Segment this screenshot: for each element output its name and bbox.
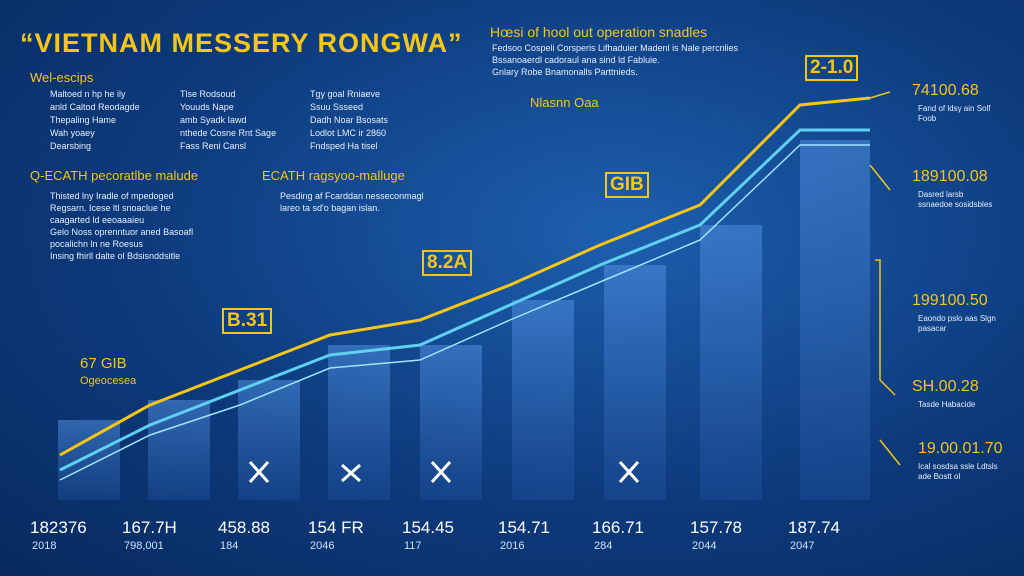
note-text: Dasred larsb ssnaedoe sosidsbles [918, 190, 993, 209]
x-label-sub: 2047 [790, 540, 815, 552]
x-label: 458.88 [218, 518, 270, 537]
note-value: 199100.50 [912, 292, 988, 309]
legend-item: anld Caltod Reodagde [50, 102, 140, 112]
x-label-sub: 2016 [500, 540, 525, 552]
legend-item: Fass Reni Cansl [180, 141, 247, 151]
x-label: 187.74 [788, 518, 840, 537]
note-text: Tasde Habacide [918, 400, 976, 409]
x-label-sub: 798,001 [124, 540, 164, 552]
legend-item: Tlse Rodsoud [180, 89, 236, 99]
x-label: 154.45 [402, 518, 454, 537]
legend-item: Dearsbing [50, 141, 92, 151]
x-label: 182376 [30, 518, 87, 537]
x-label-sub: 117 [404, 540, 422, 552]
text-line: Fedsoo Cospeli Corsperis Lifhaduier Made… [492, 43, 739, 53]
x-label: 167.7H [122, 518, 177, 537]
x-label-sub: 2046 [310, 540, 335, 552]
lines [59, 96, 871, 481]
x-label-sub: 284 [594, 540, 613, 552]
text-line: Thisted lny Iradle of mpedoged [50, 191, 174, 201]
text-line: Regsarn. Icese ltl snoaclue he [50, 203, 171, 213]
legend-item: amb Syadk Iawd [180, 115, 247, 125]
text-line: Pesding af Fcarddan nesseconmagl [280, 191, 424, 201]
x-label-sub: 2044 [692, 540, 717, 552]
note-value: 74100.68 [912, 82, 979, 99]
x-label-sub: 2018 [32, 540, 57, 552]
side-label-sub: Ogeocesea [80, 375, 137, 387]
legend-item: Lodlot LMC ir 2860 [310, 128, 387, 138]
legend-item: Thepaling Hame [50, 115, 117, 125]
legend-heading: Wel-escips [30, 70, 94, 85]
note-value: 19.00.01.70 [918, 440, 1003, 457]
text-line: Gelo Noss oprenntuor aned Basoafl [50, 227, 194, 237]
icons [248, 460, 640, 484]
header-tag: Nlasnn Oaa [530, 95, 599, 110]
note-text: Ical sosdsa ssle Ldtsls ade Bostt ol [918, 462, 998, 481]
section-heading: Q-ECATH pecoratlbe malude [30, 168, 199, 183]
x-label: 154 FR [308, 518, 364, 537]
connectors [869, 91, 901, 466]
callout: B.31 [222, 308, 273, 334]
legend-item: Ssuu Ssseed [310, 102, 364, 112]
title: “VIETNAM MESSERY RONGWA” [20, 28, 463, 58]
bars [58, 140, 870, 500]
section-heading: ECATH ragsyoo-malluge [262, 168, 405, 183]
callout: 2-1.0 [805, 55, 859, 81]
side-label: 67 GIB [80, 355, 127, 372]
legend-item: Tgy goal Rniaeve [310, 89, 381, 99]
legend-item: Maltoed n hp he ily [50, 89, 126, 99]
text-line: Bssanoaerdl cadoraul ana sind ld Fabluie… [492, 55, 660, 65]
note-text: Fand of ldsy ain Solf Foob [918, 104, 991, 123]
section-lines: Pesding af Fcarddan nesseconmagl lareo ta… [280, 190, 424, 214]
header-title: Hœsi of hool out operation snadles [490, 24, 708, 40]
text-line: caagarted ld eeoaaaieu [50, 215, 145, 225]
callout: 8.2A [422, 250, 473, 276]
text-line: lareo ta sd'o bagan islan. [280, 203, 380, 213]
x-label: 157.78 [690, 518, 742, 537]
legend-item: Fndsped Ha tisel [310, 141, 378, 151]
note-value: 189100.08 [912, 168, 988, 185]
x-label: 166.71 [592, 518, 644, 537]
section-lines: Thisted lny Iradle of mpedoged Regsarn. I… [50, 190, 193, 262]
note-text: Eaondo pslo aas Slgn pasacar [918, 314, 996, 333]
legend-item: Wah yoaey [50, 128, 95, 138]
legend-item: nthede Cosne Rnt Sage [180, 128, 277, 138]
legend-item: Youuds Nape [180, 102, 234, 112]
legend-item: Dadh Noar Bsosats [310, 115, 389, 125]
text-line: Insing fhirll dalte ol Bdsisnddsitle [50, 251, 181, 261]
x-label-sub: 184 [220, 540, 239, 552]
callout: GIB [605, 172, 649, 198]
text-line: pocalichn ln ne Roesus [50, 239, 144, 249]
x-label: 154.71 [498, 518, 550, 537]
text-line: Gnlary Robe Bnamonalls Parttnieds. [492, 67, 638, 77]
note-value: SH.00.28 [912, 378, 979, 395]
header-lines: Fedsoo Cospeli Corsperis Lifhaduier Made… [492, 42, 738, 78]
